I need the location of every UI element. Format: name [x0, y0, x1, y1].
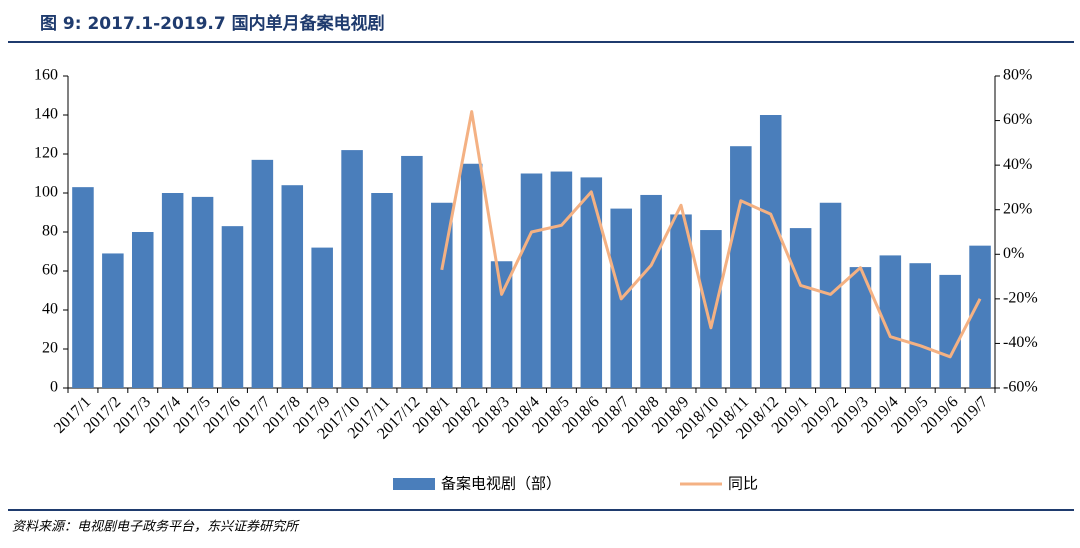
- y2-tick-label: -60%: [1003, 379, 1038, 396]
- y-tick-label: 100: [34, 184, 58, 201]
- bar: [700, 230, 722, 388]
- bar: [371, 193, 393, 388]
- y-tick-label: 60: [42, 262, 58, 279]
- y-tick-label: 20: [42, 340, 58, 357]
- legend-label: 备案电视剧（部）: [441, 475, 561, 493]
- source-note: 资料来源：电视剧电子政务平台，东兴证券研究所: [12, 519, 300, 535]
- bar: [879, 255, 902, 388]
- bar: [759, 115, 782, 388]
- bar: [909, 263, 932, 388]
- y-tick-label: 120: [34, 145, 58, 162]
- bar: [311, 247, 333, 388]
- bar: [550, 171, 573, 388]
- bar: [789, 228, 812, 388]
- bar: [191, 196, 214, 388]
- y2-tick-label: -20%: [1003, 290, 1038, 307]
- bar: [969, 245, 991, 388]
- bar: [640, 194, 662, 388]
- bar: [401, 155, 423, 388]
- bar: [102, 253, 124, 388]
- bar: [221, 226, 244, 388]
- bar: [281, 185, 304, 388]
- bar: [520, 173, 543, 388]
- y-tick-label: 40: [42, 301, 58, 318]
- y-tick-label: 160: [34, 67, 58, 84]
- legend-swatch: [393, 478, 435, 490]
- y-tick-label: 80: [42, 223, 58, 240]
- chart-title: 图 9: 2017.1-2019.7 国内单月备案电视剧: [40, 13, 385, 34]
- y2-tick-label: 20%: [1003, 200, 1032, 217]
- line: [440, 110, 982, 359]
- bar: [161, 193, 184, 388]
- y-tick-label: 140: [34, 106, 58, 123]
- bar: [490, 261, 513, 388]
- y2-tick-label: 60%: [1003, 111, 1032, 128]
- bar: [580, 177, 603, 388]
- bar: [72, 187, 94, 388]
- bar: [670, 214, 692, 388]
- y2-tick-label: -40%: [1003, 334, 1038, 351]
- y-tick-label: 0: [50, 379, 58, 396]
- y2-tick-label: 80%: [1003, 67, 1032, 84]
- legend-label: 同比: [728, 475, 758, 493]
- bar: [730, 146, 752, 388]
- bar: [849, 267, 872, 388]
- bar: [341, 150, 363, 388]
- bar: [460, 163, 483, 388]
- bar: [251, 159, 274, 388]
- bar: [131, 232, 154, 388]
- y2-tick-label: 0%: [1003, 245, 1024, 262]
- bar: [939, 274, 961, 388]
- y2-tick-label: 40%: [1003, 156, 1032, 173]
